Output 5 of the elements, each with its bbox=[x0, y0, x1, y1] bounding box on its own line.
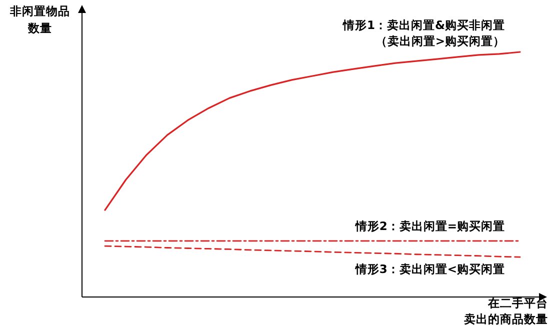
series-label: 情形2：卖出闲置=购买闲置 bbox=[354, 218, 505, 233]
text: （卖出闲置>购买闲置） bbox=[375, 34, 505, 48]
y-axis-title: 非闲置物品数量 bbox=[9, 4, 70, 35]
series-label: 情形3：卖出闲置<购买闲置 bbox=[354, 262, 505, 276]
series-label: 情形1：卖出闲置&购买非闲置 bbox=[342, 18, 505, 32]
